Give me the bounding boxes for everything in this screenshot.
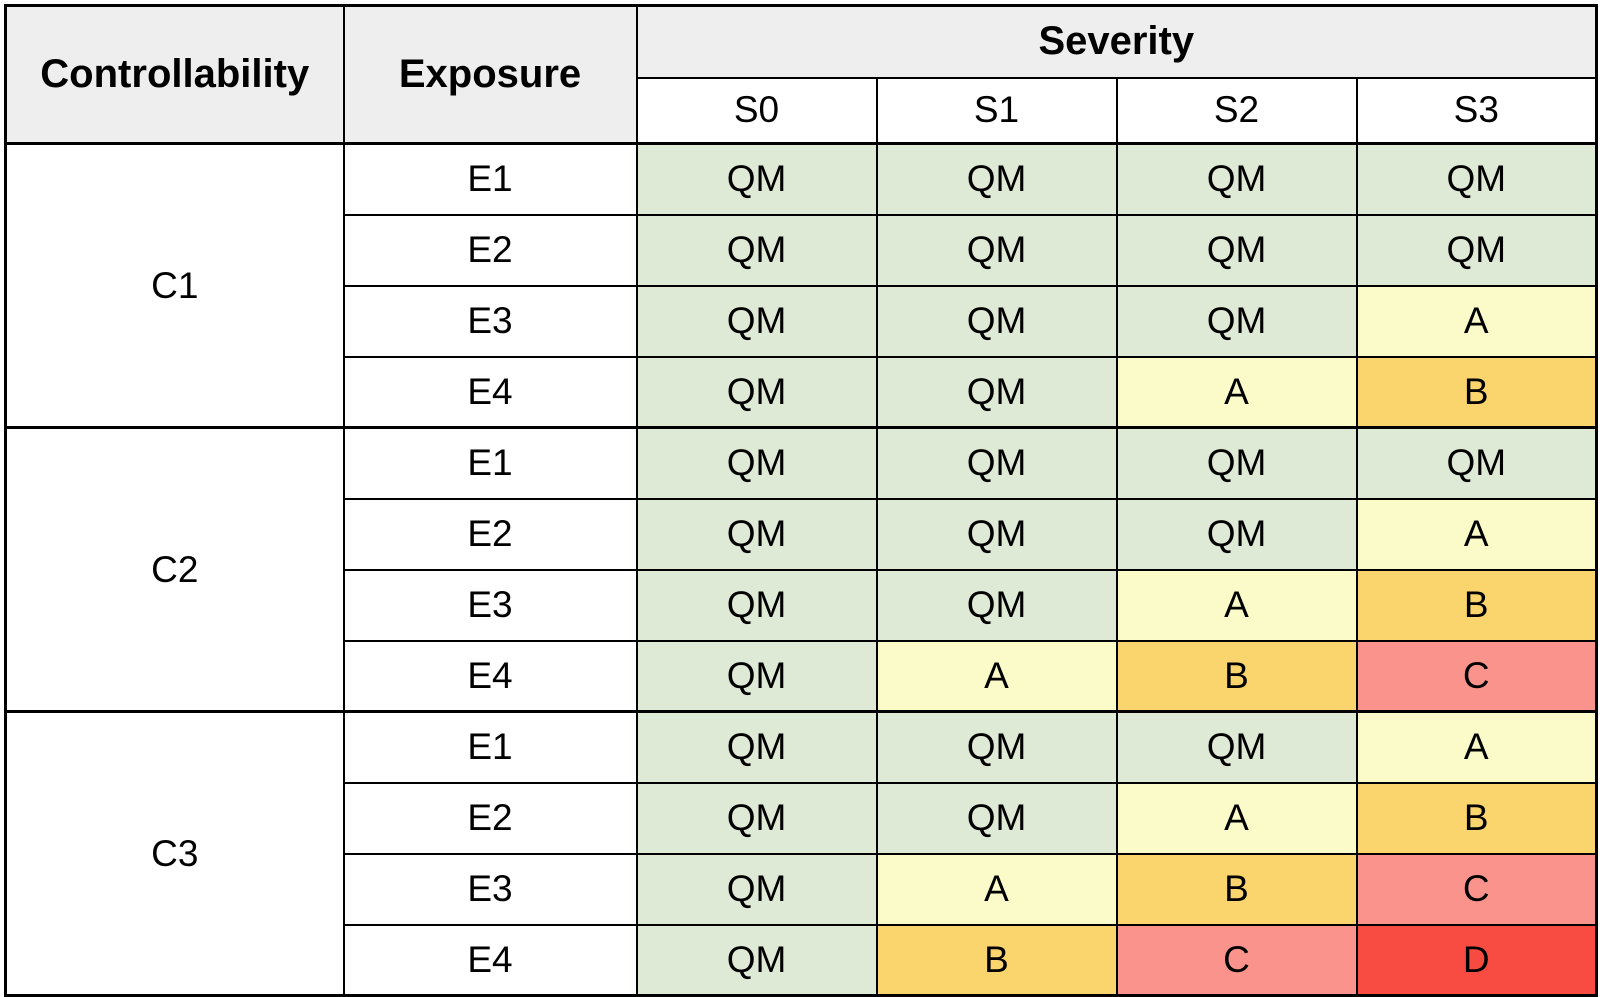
severity-level-s3: S3 [1355, 76, 1598, 145]
exposure-cell-c2-e2: E2 [342, 497, 638, 571]
exposure-header: Exposure [342, 4, 638, 145]
asil-cell-c2-e3-s1: QM [875, 568, 1118, 642]
asil-cell-c2-e4-s1: A [875, 639, 1118, 713]
matrix-row-c2-e3: E3 QM QM A B [6, 568, 1598, 642]
exposure-cell-c1-e1: E1 [342, 142, 638, 216]
matrix-row-c3-e4: E4 QM B C D [6, 923, 1598, 997]
exposure-cell-c1-e4: E4 [342, 355, 638, 429]
asil-cell-c1-e2-s3: QM [1355, 213, 1598, 287]
matrix-row-c2-e1: C2 E1 QM QM QM QM [4, 426, 1598, 713]
asil-cell-c3-e1-s3: A [1355, 710, 1598, 784]
exposure-cell-c3-e1: E1 [342, 710, 638, 784]
exposure-cell-c1-e3: E3 [342, 284, 638, 358]
asil-cell-c2-e4-s0: QM [635, 639, 878, 713]
asil-cell-c3-e2-s2: A [1115, 781, 1358, 855]
controllability-header: Controllability [4, 4, 345, 145]
header-row-severity-levels: S0 S1 S2 S3 [6, 76, 1598, 145]
asil-cell-c1-e1-s3: QM [1355, 142, 1598, 216]
asil-cell-c1-e4-s1: QM [875, 355, 1118, 429]
asil-cell-c2-e1-s3: QM [1355, 426, 1598, 500]
asil-cell-c1-e4-s2: A [1115, 355, 1358, 429]
asil-cell-c2-e1-s1: QM [875, 426, 1118, 500]
matrix-row-c1-e4: E4 QM QM A B [6, 355, 1598, 429]
exposure-cell-c2-e4: E4 [342, 639, 638, 713]
exposure-cell-c2-e3: E3 [342, 568, 638, 642]
asil-cell-c1-e4-s0: QM [635, 355, 878, 429]
asil-cell-c3-e4-s3: D [1355, 923, 1598, 997]
severity-header: Severity [635, 4, 1598, 79]
asil-cell-c2-e3-s2: A [1115, 568, 1358, 642]
asil-cell-c1-e3-s2: QM [1115, 284, 1358, 358]
asil-cell-c1-e1-s1: QM [875, 142, 1118, 216]
asil-cell-c1-e3-s0: QM [635, 284, 878, 358]
severity-level-s1: S1 [875, 76, 1118, 145]
asil-cell-c2-e3-s0: QM [635, 568, 878, 642]
controllability-cell-c2: C2 [4, 426, 345, 713]
asil-cell-c2-e1-s2: QM [1115, 426, 1358, 500]
asil-cell-c3-e1-s2: QM [1115, 710, 1358, 784]
asil-cell-c3-e1-s1: QM [875, 710, 1118, 784]
asil-cell-c1-e2-s0: QM [635, 213, 878, 287]
matrix-row-c2-e4: E4 QM A B C [6, 639, 1598, 713]
asil-determination-table: Controllability Exposure Severity S0 S1 … [4, 4, 1599, 997]
severity-level-s0: S0 [635, 76, 878, 145]
exposure-cell-c1-e2: E2 [342, 213, 638, 287]
matrix-row-c3-e1: C3 E1 QM QM QM A [4, 710, 1598, 997]
asil-cell-c1-e1-s2: QM [1115, 142, 1358, 216]
exposure-cell-c2-e1: E1 [342, 426, 638, 500]
asil-cell-c1-e3-s1: QM [875, 284, 1118, 358]
controllability-cell-c3: C3 [4, 710, 345, 997]
matrix-row-c2-e2: E2 QM QM QM A [6, 497, 1598, 571]
asil-cell-c2-e4-s3: C [1355, 639, 1598, 713]
asil-cell-c1-e4-s3: B [1355, 355, 1598, 429]
matrix-body: C1 E1 QM QM QM QM E2 QM QM QM QM E3 QM QM QM A E4 QM QM A B C… [4, 142, 1598, 997]
asil-cell-c1-e2-s1: QM [875, 213, 1118, 287]
header-row-top: Controllability Exposure Severity [4, 4, 1598, 145]
asil-cell-c3-e3-s1: A [875, 852, 1118, 926]
asil-cell-c3-e2-s1: QM [875, 781, 1118, 855]
exposure-cell-c3-e2: E2 [342, 781, 638, 855]
asil-cell-c3-e4-s2: C [1115, 923, 1358, 997]
asil-cell-c3-e3-s2: B [1115, 852, 1358, 926]
asil-cell-c2-e3-s3: B [1355, 568, 1598, 642]
exposure-cell-c3-e3: E3 [342, 852, 638, 926]
asil-cell-c1-e2-s2: QM [1115, 213, 1358, 287]
asil-cell-c2-e2-s1: QM [875, 497, 1118, 571]
severity-level-s2: S2 [1115, 76, 1358, 145]
asil-cell-c3-e2-s0: QM [635, 781, 878, 855]
asil-cell-c3-e3-s0: QM [635, 852, 878, 926]
asil-cell-c3-e4-s1: B [875, 923, 1118, 997]
asil-cell-c3-e1-s0: QM [635, 710, 878, 784]
asil-cell-c2-e2-s0: QM [635, 497, 878, 571]
asil-cell-c2-e4-s2: B [1115, 639, 1358, 713]
controllability-cell-c1: C1 [4, 142, 345, 429]
exposure-cell-c3-e4: E4 [342, 923, 638, 997]
matrix-row-c1-e1: C1 E1 QM QM QM QM [4, 142, 1598, 429]
asil-cell-c3-e2-s3: B [1355, 781, 1598, 855]
asil-cell-c1-e3-s3: A [1355, 284, 1598, 358]
asil-cell-c2-e1-s0: QM [635, 426, 878, 500]
matrix-row-c1-e2: E2 QM QM QM QM [6, 213, 1598, 287]
matrix-row-c1-e3: E3 QM QM QM A [6, 284, 1598, 358]
asil-cell-c2-e2-s3: A [1355, 497, 1598, 571]
matrix-row-c3-e3: E3 QM A B C [6, 852, 1598, 926]
asil-cell-c3-e3-s3: C [1355, 852, 1598, 926]
asil-cell-c1-e1-s0: QM [635, 142, 878, 216]
matrix-row-c3-e2: E2 QM QM A B [6, 781, 1598, 855]
asil-cell-c3-e4-s0: QM [635, 923, 878, 997]
asil-cell-c2-e2-s2: QM [1115, 497, 1358, 571]
